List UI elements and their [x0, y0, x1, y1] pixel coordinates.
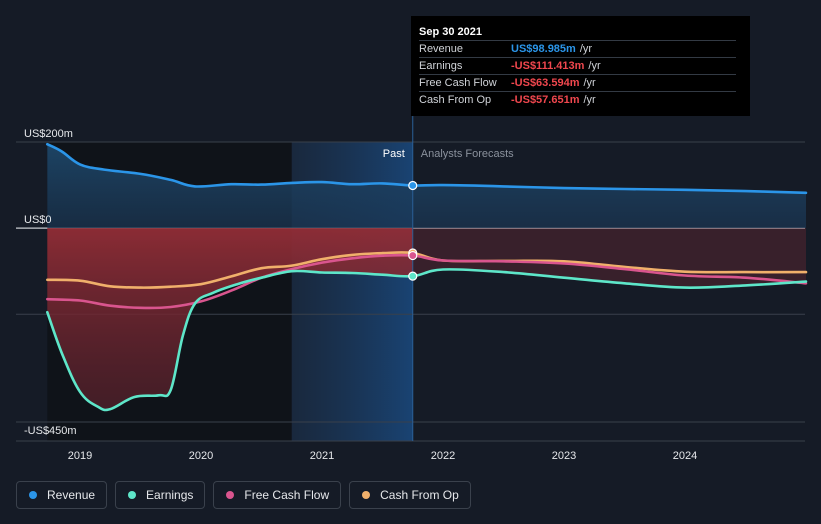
- legend: Revenue Earnings Free Cash Flow Cash From O…: [16, 481, 471, 509]
- revenue-line: [46, 142, 808, 195]
- earnings-marker: [408, 271, 418, 281]
- tooltip-row-label: Revenue: [419, 43, 464, 55]
- legend-label: Earnings: [146, 488, 194, 502]
- tooltip-row-unit: /yr: [583, 77, 596, 89]
- tooltip-row-value: US$98.985m: [511, 43, 576, 55]
- financials-chart: US$200m US$0 -US$450m 2019 2020 2021 2022 2023 2…: [16, 16, 808, 462]
- tooltip-row: Revenue US$98.985m/yr: [419, 40, 736, 57]
- free-cash-flow-line: [46, 253, 808, 310]
- tooltip-row-unit: /yr: [588, 60, 601, 72]
- earnings-area-forecast: [47, 228, 807, 411]
- tooltip-row-unit: /yr: [583, 94, 596, 106]
- tooltip-row-label: Cash From Op: [419, 94, 492, 106]
- free-cash-flow-marker: [408, 250, 418, 261]
- forecast-label: Analysts Forecasts: [421, 148, 514, 160]
- x-tick-label: 2021: [310, 450, 334, 462]
- x-tick-label: 2019: [68, 450, 92, 462]
- legend-item-revenue[interactable]: Revenue: [16, 481, 108, 509]
- tooltip-row-value: -US$111.413m: [511, 60, 585, 72]
- tooltip-row: Earnings -US$111.413m/yr: [419, 57, 736, 74]
- legend-label: Free Cash Flow: [244, 488, 330, 502]
- tooltip: Sep 30 2021 Revenue US$98.985m/yr Earnings…: [411, 16, 750, 116]
- legend-dot-icon: [226, 491, 235, 499]
- tooltip-row-unit: /yr: [579, 43, 593, 55]
- legend-dot-icon: [128, 491, 137, 499]
- y-tick-label: US$0: [24, 214, 52, 226]
- past-label: Past: [383, 148, 405, 160]
- tooltip-row-label: Earnings: [419, 60, 463, 72]
- y-tick-label: -US$450m: [24, 425, 77, 437]
- legend-item-cash-from-op[interactable]: Cash From Op: [349, 481, 471, 509]
- x-tick-label: 2024: [673, 450, 697, 462]
- legend-item-free-cash-flow[interactable]: Free Cash Flow: [213, 481, 342, 509]
- y-tick-label: US$200m: [24, 128, 73, 140]
- tooltip-row-value: -US$57.651m: [511, 94, 580, 106]
- legend-label: Revenue: [47, 488, 96, 502]
- x-tick-label: 2020: [189, 450, 213, 462]
- earnings-area: [47, 228, 413, 411]
- legend-item-earnings[interactable]: Earnings: [115, 481, 206, 509]
- tooltip-row-label: Free Cash Flow: [419, 77, 497, 89]
- x-tick-label: 2023: [552, 450, 576, 462]
- legend-dot-icon: [362, 491, 371, 499]
- legend-dot-icon: [29, 491, 37, 499]
- tooltip-row: Cash From Op -US$57.651m/yr: [419, 91, 736, 108]
- cash-from-op-line: [46, 251, 808, 289]
- tooltip-row: Free Cash Flow -US$63.594m/yr: [419, 74, 736, 91]
- tooltip-row-value: -US$63.594m: [511, 77, 580, 89]
- earnings-line: [46, 268, 808, 412]
- x-tick-label: 2022: [431, 450, 455, 462]
- legend-label: Cash From Op: [380, 488, 459, 502]
- tooltip-date: Sep 30 2021: [419, 26, 482, 38]
- revenue-marker: [408, 180, 418, 191]
